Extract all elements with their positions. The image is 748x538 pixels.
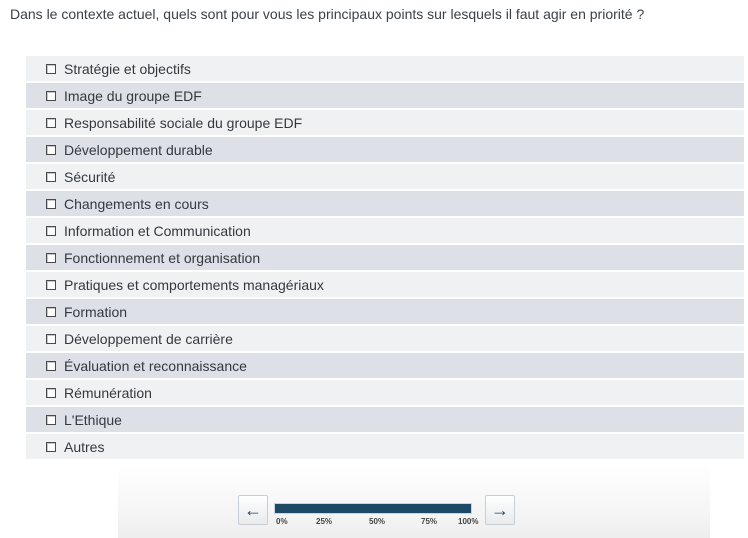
- checkbox[interactable]: [46, 63, 56, 74]
- option-label: Fonctionnement et organisation: [64, 249, 261, 266]
- checkbox[interactable]: [46, 306, 56, 317]
- option-label: Stratégie et objectifs: [64, 60, 191, 77]
- checkbox[interactable]: [46, 144, 56, 155]
- checkbox[interactable]: [46, 198, 56, 209]
- checkbox[interactable]: [46, 441, 56, 452]
- navigation-bar: [118, 462, 710, 538]
- checkbox[interactable]: [46, 279, 56, 290]
- progress-bar: [274, 503, 472, 514]
- checkbox[interactable]: [46, 90, 56, 101]
- arrow-left-icon: ←: [244, 499, 262, 520]
- option-item[interactable]: Rémunération: [26, 380, 744, 405]
- progress-tick-label: 0%: [276, 517, 288, 526]
- checkbox[interactable]: [46, 117, 56, 128]
- option-item[interactable]: Formation: [26, 299, 744, 324]
- option-label: Rémunération: [64, 384, 152, 401]
- option-label: Information et Communication: [64, 222, 251, 239]
- option-label: Sécurité: [64, 168, 116, 185]
- options-list: Stratégie et objectifs Image du groupe E…: [26, 56, 744, 461]
- progress-tick-label: 25%: [316, 517, 333, 526]
- option-item[interactable]: Changements en cours: [26, 191, 744, 216]
- option-item[interactable]: Sécurité: [26, 164, 744, 189]
- option-item[interactable]: Développement de carrière: [26, 326, 744, 351]
- progress-tick-label: 100%: [458, 517, 479, 526]
- previous-button[interactable]: ←: [238, 495, 268, 525]
- checkbox[interactable]: [46, 225, 56, 236]
- option-label: Formation: [64, 303, 128, 320]
- option-label: Autres: [64, 438, 105, 455]
- checkbox[interactable]: [46, 387, 56, 398]
- option-item[interactable]: Pratiques et comportements managériaux: [26, 272, 744, 297]
- progress-fill: [275, 504, 471, 513]
- option-label: Changements en cours: [64, 195, 209, 212]
- option-item[interactable]: Stratégie et objectifs: [26, 56, 744, 81]
- option-item[interactable]: Information et Communication: [26, 218, 744, 243]
- next-button[interactable]: →: [485, 495, 515, 525]
- option-label: Évaluation et reconnaissance: [64, 357, 247, 374]
- option-item[interactable]: L'Ethique: [26, 407, 744, 432]
- option-label: Développement durable: [64, 141, 213, 158]
- option-item[interactable]: Responsabilité sociale du groupe EDF: [26, 110, 744, 135]
- option-item[interactable]: Image du groupe EDF: [26, 83, 744, 108]
- option-label: Pratiques et comportements managériaux: [64, 276, 324, 293]
- option-item[interactable]: Autres: [26, 434, 744, 459]
- option-label: Image du groupe EDF: [64, 87, 202, 104]
- progress-tick-label: 75%: [421, 517, 438, 526]
- checkbox[interactable]: [46, 414, 56, 425]
- option-label: Responsabilité sociale du groupe EDF: [64, 114, 303, 131]
- option-item[interactable]: Développement durable: [26, 137, 744, 162]
- option-label: Développement de carrière: [64, 330, 233, 347]
- option-item[interactable]: Évaluation et reconnaissance: [26, 353, 744, 378]
- progress-tick-label: 50%: [369, 517, 386, 526]
- checkbox[interactable]: [46, 360, 56, 371]
- checkbox[interactable]: [46, 252, 56, 263]
- option-label: L'Ethique: [64, 411, 122, 428]
- checkbox[interactable]: [46, 171, 56, 182]
- question-text: Dans le contexte actuel, quels sont pour…: [10, 6, 645, 22]
- checkbox[interactable]: [46, 333, 56, 344]
- arrow-right-icon: →: [491, 499, 509, 520]
- option-item[interactable]: Fonctionnement et organisation: [26, 245, 744, 270]
